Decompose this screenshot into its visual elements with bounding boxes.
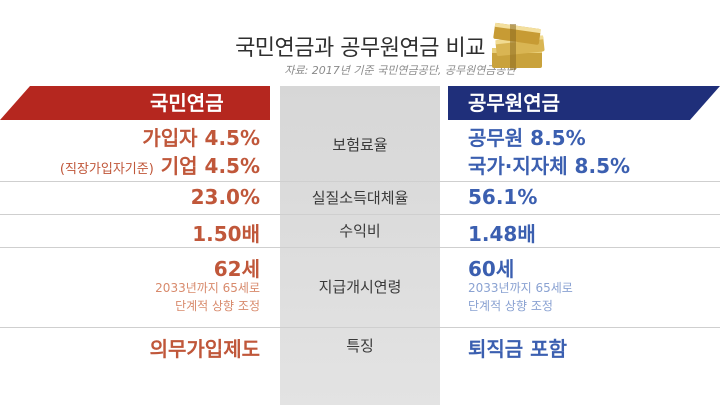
page-title: 국민연금과 공무원연금 비교 xyxy=(235,36,485,61)
right-header-banner xyxy=(448,86,720,120)
left-feature: 의무가입제도 xyxy=(149,337,260,361)
right-premium-line2: 국가·지자체 8.5% xyxy=(468,154,631,178)
right-start-age-note1: 2033년까지 65세로 xyxy=(468,281,573,295)
right-start-age: 60세 xyxy=(468,257,515,281)
right-start-age-note2: 단계적 상향 조정 xyxy=(468,299,553,313)
row-divider xyxy=(0,327,720,328)
row-divider xyxy=(0,214,720,215)
left-start-age-note1: 2033년까지 65세로 xyxy=(155,281,260,295)
left-premium-company: 기업 4.5% xyxy=(160,154,260,178)
left-premium-line1: 가입자 4.5% xyxy=(142,126,260,150)
left-premium-line2: (직장가입자기준) 기업 4.5% xyxy=(60,150,260,179)
row-divider xyxy=(0,247,720,248)
left-start-age: 62세 xyxy=(213,257,260,281)
label-feature: 특징 xyxy=(346,337,374,355)
label-start-age: 지급개시연령 xyxy=(318,278,402,296)
row-divider xyxy=(0,181,720,182)
criteria-column xyxy=(280,86,440,405)
left-start-age-note2: 단계적 상향 조정 xyxy=(175,299,260,313)
left-header-banner xyxy=(0,86,270,120)
right-header-label: 공무원연금 xyxy=(468,91,560,115)
source-caption: 자료: 2017년 기준 국민연금공단, 공무원연금공단 xyxy=(284,64,516,77)
right-feature: 퇴직금 포함 xyxy=(468,337,567,361)
label-replacement-rate: 실질소득대체율 xyxy=(311,189,409,207)
right-replacement-rate: 56.1% xyxy=(468,185,538,209)
left-replacement-rate: 23.0% xyxy=(190,185,260,209)
label-premium-rate: 보험료율 xyxy=(332,136,388,154)
left-premium-note: (직장가입자기준) xyxy=(59,162,154,177)
left-header-label: 국민연금 xyxy=(150,91,224,115)
right-premium-line1: 공무원 8.5% xyxy=(468,126,586,150)
right-return-ratio: 1.48배 xyxy=(468,222,536,246)
left-return-ratio: 1.50배 xyxy=(192,222,260,246)
label-return-ratio: 수익비 xyxy=(339,222,381,240)
money-bundle-icon xyxy=(492,22,545,70)
